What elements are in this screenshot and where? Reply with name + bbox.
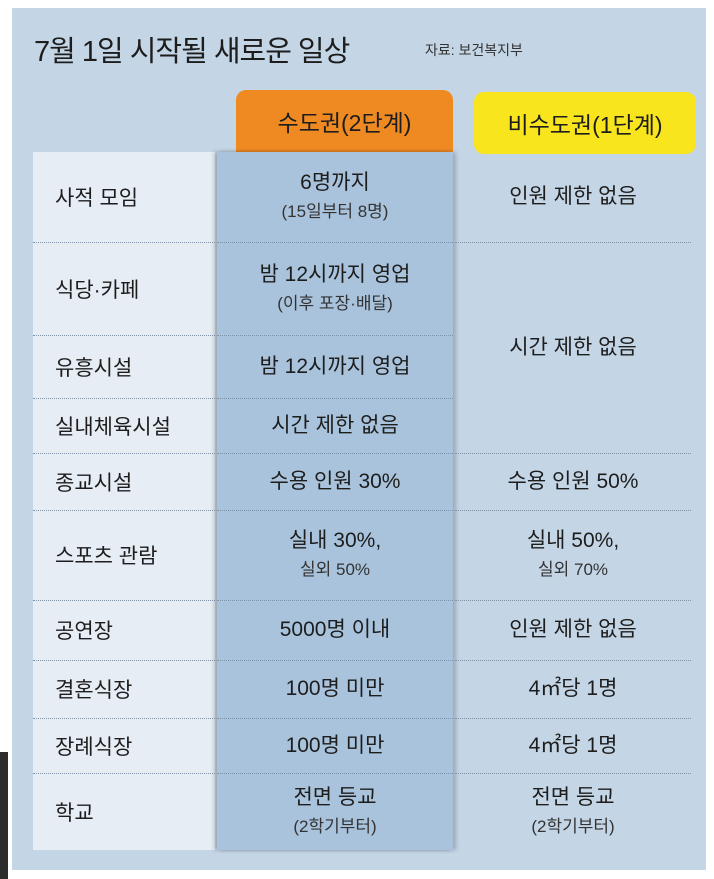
capital-cell: 5000명 이내 bbox=[217, 600, 453, 660]
column-header: 비수도권(1단계) bbox=[474, 92, 696, 154]
cell-line: 실외 70% bbox=[537, 560, 609, 579]
row-label: 실내체육시설 bbox=[55, 415, 171, 439]
row-label: 장례식장 bbox=[55, 735, 133, 759]
row-separator bbox=[455, 600, 691, 601]
row-separator bbox=[455, 242, 691, 243]
row-separator bbox=[455, 773, 691, 774]
cell-line: 인원 제한 없음 bbox=[509, 618, 637, 641]
row-separator bbox=[217, 398, 453, 399]
row-separator bbox=[217, 660, 453, 661]
row-separator bbox=[33, 335, 215, 336]
cell-line: 4㎡당 1명 bbox=[528, 733, 618, 757]
cell-line: (이후 포장·배달) bbox=[277, 293, 393, 313]
row-separator bbox=[33, 398, 215, 399]
row-separator bbox=[33, 773, 215, 774]
row-label: 유흥시설 bbox=[55, 356, 133, 380]
cell-line: 실내 50%, bbox=[526, 529, 620, 552]
capital-cell: 시간 제한 없음 bbox=[217, 398, 453, 453]
non-capital-cell: 인원 제한 없음 bbox=[455, 600, 691, 660]
label-column bbox=[33, 152, 215, 850]
cell-line: 6명까지 bbox=[300, 171, 370, 194]
non-capital-cell: 인원 제한 없음 bbox=[455, 152, 691, 242]
row-separator bbox=[33, 600, 215, 601]
cell-line: 실외 50% bbox=[299, 560, 371, 579]
row-separator bbox=[455, 453, 691, 454]
non-capital-cell: 4㎡당 1명 bbox=[455, 718, 691, 773]
cell-line: 실내 30%, bbox=[288, 529, 382, 552]
non-capital-cell: 실내 50%, 실외 70% bbox=[455, 510, 691, 600]
non-capital-cell: 시간 제한 없음 bbox=[455, 242, 691, 453]
capital-cell: 밤 12시까지 영업 bbox=[217, 335, 453, 398]
cell-line: 전면 등교 bbox=[531, 785, 615, 809]
cell-line: 수용 인원 50% bbox=[507, 469, 639, 493]
row-label: 식당·카페 bbox=[55, 278, 140, 302]
row-separator bbox=[217, 242, 453, 243]
cell-line: 밤 12시까지 영업 bbox=[259, 354, 411, 378]
capital-cell: 밤 12시까지 영업 (이후 포장·배달) bbox=[217, 242, 453, 335]
cell-line: 시간 제한 없음 bbox=[509, 335, 637, 359]
row-separator bbox=[217, 600, 453, 601]
row-separator bbox=[33, 510, 215, 511]
cell-line: 전면 등교 bbox=[293, 785, 377, 809]
row-separator bbox=[217, 510, 453, 511]
capital-cell: 실내 30%, 실외 50% bbox=[217, 510, 453, 600]
cell-line: 인원 제한 없음 bbox=[509, 185, 637, 208]
cell-line: 100명 미만 bbox=[285, 733, 385, 757]
row-separator bbox=[455, 718, 691, 719]
row-separator bbox=[217, 718, 453, 719]
cell-line: 시간 제한 없음 bbox=[271, 413, 399, 437]
row-separator bbox=[33, 660, 215, 661]
cell-line: (15일부터 8명) bbox=[281, 202, 389, 221]
cell-line: (2학기부터) bbox=[293, 816, 377, 836]
cell-line: (2학기부터) bbox=[531, 816, 615, 836]
non-capital-cell: 4㎡당 1명 bbox=[455, 660, 691, 718]
cell-line: 100명 미만 bbox=[285, 677, 385, 700]
edge bbox=[0, 752, 8, 879]
row-separator bbox=[455, 660, 691, 661]
row-separator bbox=[33, 718, 215, 719]
row-label: 종교시설 bbox=[55, 471, 133, 495]
row-label: 공연장 bbox=[55, 620, 113, 643]
row-label: 사적 모임 bbox=[55, 187, 139, 210]
row-label: 결혼식장 bbox=[55, 679, 133, 702]
column-header: 수도권(2단계) bbox=[236, 90, 453, 152]
row-separator bbox=[217, 773, 453, 774]
non-capital-cell: 수용 인원 50% bbox=[455, 453, 691, 510]
cell-line: 밤 12시까지 영업 bbox=[259, 262, 411, 286]
capital-cell: 100명 미만 bbox=[217, 660, 453, 718]
row-label: 학교 bbox=[55, 801, 94, 825]
capital-cell: 수용 인원 30% bbox=[217, 453, 453, 510]
capital-cell: 6명까지 (15일부터 8명) bbox=[217, 152, 453, 242]
row-separator bbox=[217, 335, 453, 336]
cell-line: 수용 인원 30% bbox=[269, 469, 401, 493]
source: 자료: 보건복지부 bbox=[425, 42, 523, 58]
capital-cell: 전면 등교 (2학기부터) bbox=[217, 773, 453, 850]
row-separator bbox=[33, 242, 215, 243]
cell-line: 5000명 이내 bbox=[279, 618, 391, 641]
title: 7월 1일 시작될 새로운 일상 bbox=[34, 36, 350, 68]
cell-line: 4㎡당 1명 bbox=[528, 677, 618, 700]
row-separator bbox=[33, 453, 215, 454]
capital-column bbox=[217, 152, 453, 850]
non-capital-cell: 전면 등교 (2학기부터) bbox=[455, 773, 691, 850]
row-label: 스포츠 관람 bbox=[55, 545, 158, 568]
row-separator bbox=[217, 453, 453, 454]
row-separator bbox=[455, 510, 691, 511]
capital-cell: 100명 미만 bbox=[217, 718, 453, 773]
